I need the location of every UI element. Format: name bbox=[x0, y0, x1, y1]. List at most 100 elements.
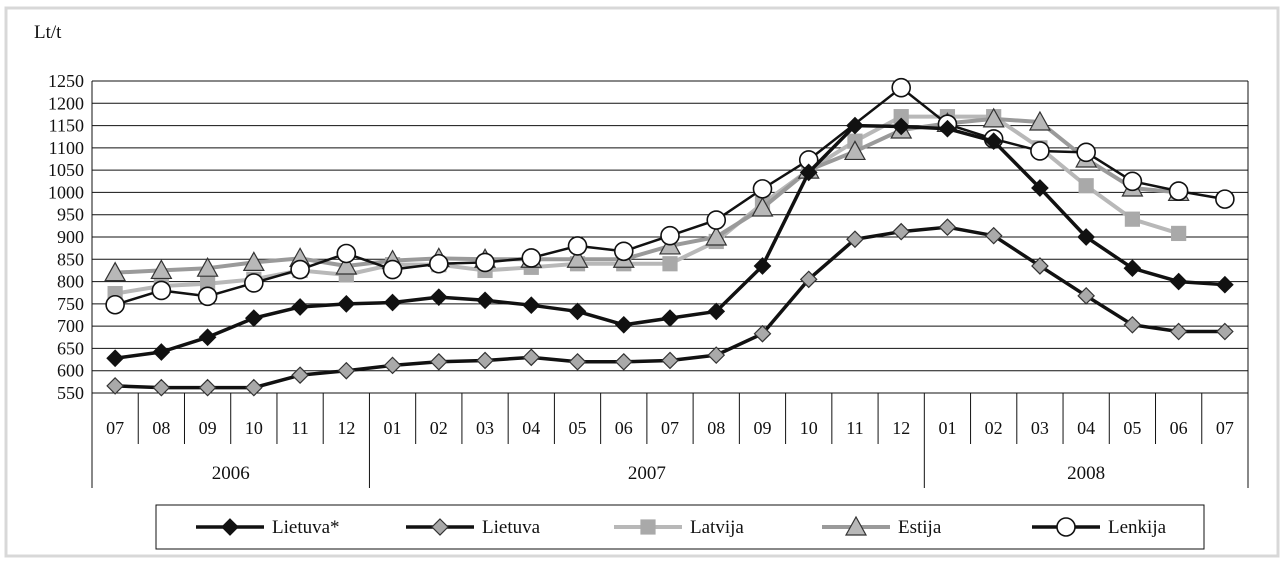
x-tick-label: 02 bbox=[985, 418, 1003, 438]
data-point bbox=[335, 254, 358, 275]
year-label: 2008 bbox=[1067, 463, 1105, 484]
legend-marker bbox=[431, 518, 449, 536]
data-point bbox=[475, 252, 495, 273]
x-tick-label: 10 bbox=[245, 418, 263, 438]
data-point bbox=[290, 259, 310, 280]
data-point bbox=[1171, 225, 1187, 242]
data-point bbox=[242, 251, 265, 272]
x-tick-label: 03 bbox=[476, 418, 494, 438]
data-point bbox=[1123, 259, 1142, 278]
x-tick-label: 07 bbox=[106, 418, 124, 438]
data-point bbox=[337, 361, 356, 380]
year-label: 2006 bbox=[212, 463, 250, 484]
data-point bbox=[568, 352, 587, 371]
data-point bbox=[291, 298, 309, 316]
legend-marker bbox=[1056, 517, 1076, 537]
x-tick-label: 01 bbox=[938, 418, 956, 438]
x-tick-label: 09 bbox=[199, 418, 217, 438]
data-point bbox=[660, 225, 680, 246]
x-tick-label: 01 bbox=[384, 418, 402, 438]
data-point bbox=[383, 293, 402, 312]
data-point bbox=[799, 163, 818, 182]
data-point bbox=[151, 280, 172, 301]
legend-marker bbox=[221, 518, 239, 536]
data-point bbox=[753, 257, 772, 275]
y-tick-label: 1050 bbox=[48, 160, 84, 180]
series-lenkija bbox=[105, 77, 1235, 315]
data-point bbox=[566, 248, 589, 268]
x-tick-label: 08 bbox=[152, 418, 170, 438]
data-point bbox=[567, 236, 588, 256]
data-point bbox=[476, 291, 494, 310]
data-point bbox=[614, 315, 633, 334]
data-point bbox=[938, 218, 957, 237]
legend-item: Lenkija bbox=[1032, 517, 1167, 538]
data-point bbox=[106, 377, 124, 395]
data-point bbox=[244, 273, 264, 293]
x-tick-label: 07 bbox=[661, 418, 679, 438]
legend-label: Lietuva bbox=[482, 517, 541, 538]
y-tick-label: 1250 bbox=[48, 71, 84, 91]
data-point bbox=[1077, 228, 1096, 246]
x-tick-label: 10 bbox=[800, 418, 818, 438]
y-tick-label: 800 bbox=[57, 272, 84, 292]
data-point bbox=[336, 243, 357, 264]
legend-marker bbox=[640, 519, 656, 535]
data-point bbox=[846, 230, 864, 249]
data-point bbox=[613, 241, 634, 262]
data-point bbox=[1169, 272, 1188, 291]
data-point bbox=[752, 179, 773, 199]
legend-box bbox=[155, 504, 1205, 550]
data-point bbox=[150, 259, 173, 280]
data-point bbox=[1031, 179, 1049, 197]
x-tick-label: 06 bbox=[1170, 418, 1188, 438]
data-point bbox=[984, 132, 1003, 151]
legend-item: Latvija bbox=[614, 517, 744, 538]
data-point bbox=[1215, 189, 1235, 209]
legend-label: Lietuva* bbox=[272, 517, 340, 538]
data-point bbox=[476, 351, 494, 370]
outer-frame bbox=[4, 6, 1280, 558]
data-point bbox=[661, 309, 679, 327]
data-point bbox=[197, 286, 218, 307]
data-point bbox=[291, 366, 309, 385]
data-point bbox=[522, 296, 541, 315]
data-point bbox=[152, 343, 171, 361]
data-point bbox=[106, 349, 124, 368]
data-point bbox=[382, 259, 403, 280]
y-tick-label: 950 bbox=[57, 205, 84, 225]
data-point bbox=[707, 302, 726, 321]
data-point bbox=[662, 256, 678, 272]
data-point bbox=[568, 302, 587, 321]
y-tick-label: 600 bbox=[57, 361, 84, 381]
data-point bbox=[751, 196, 774, 217]
data-point bbox=[892, 222, 911, 241]
series-line bbox=[114, 114, 1180, 296]
data-point bbox=[843, 140, 866, 161]
data-point bbox=[1030, 141, 1050, 161]
legend-label: Lenkija bbox=[1108, 517, 1167, 538]
x-tick-label: 04 bbox=[1077, 418, 1095, 438]
y-tick-label: 750 bbox=[57, 294, 84, 314]
x-tick-label: 03 bbox=[1031, 418, 1049, 438]
x-tick-label: 05 bbox=[1123, 418, 1141, 438]
data-point bbox=[1216, 275, 1234, 294]
y-tick-label: 850 bbox=[57, 249, 84, 269]
year-label: 2007 bbox=[628, 463, 666, 484]
data-point bbox=[1168, 181, 1189, 201]
data-point bbox=[196, 256, 219, 277]
data-point bbox=[521, 248, 542, 268]
data-point bbox=[337, 295, 356, 313]
legend-label: Latvija bbox=[690, 517, 744, 538]
data-point bbox=[984, 226, 1003, 245]
data-point bbox=[105, 294, 125, 315]
data-point bbox=[198, 378, 217, 397]
data-point bbox=[1028, 110, 1051, 131]
data-point bbox=[1169, 322, 1188, 341]
data-point bbox=[706, 210, 727, 230]
y-tick-label: 700 bbox=[57, 316, 84, 336]
series-lietuva bbox=[106, 116, 1234, 368]
series-latvija bbox=[107, 109, 1187, 302]
